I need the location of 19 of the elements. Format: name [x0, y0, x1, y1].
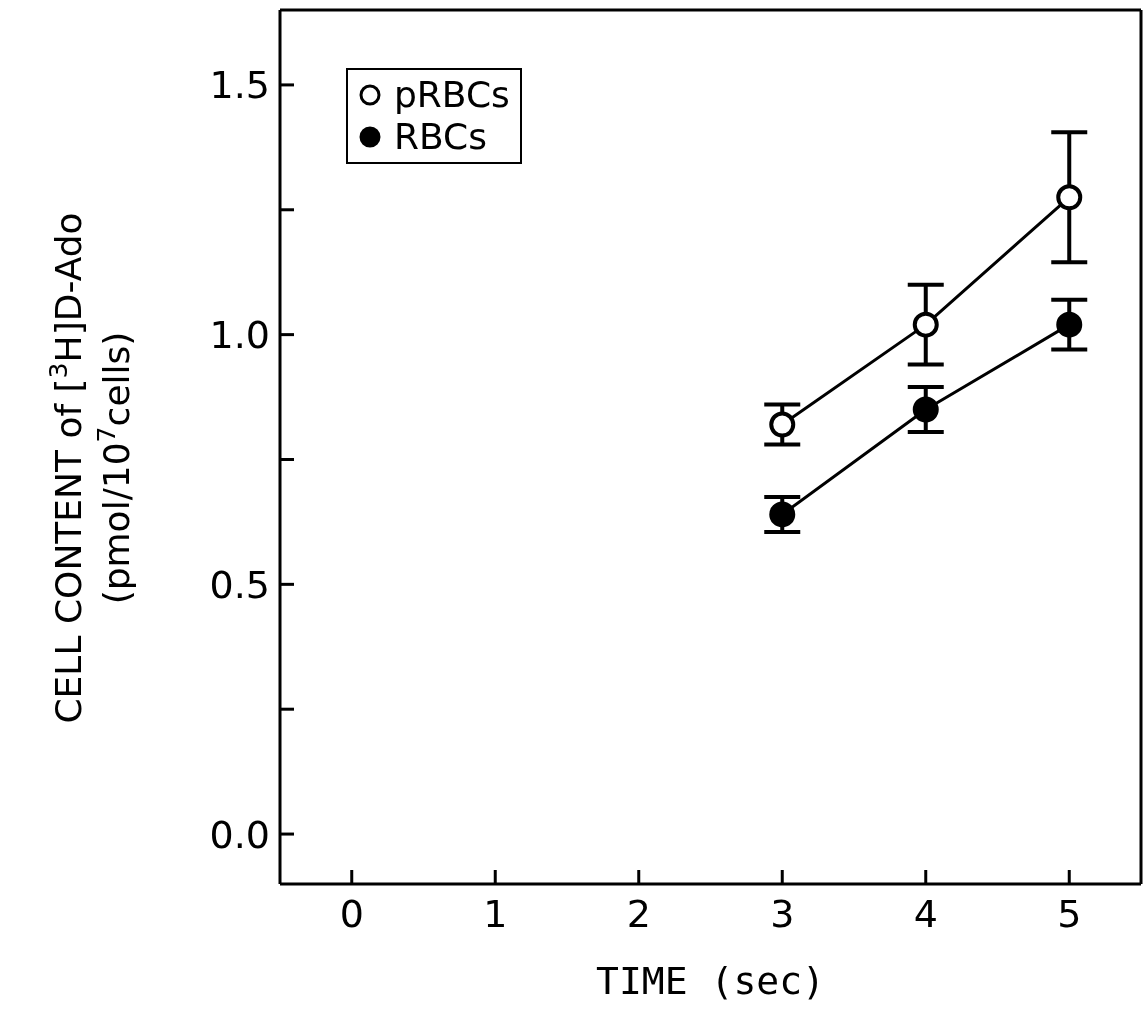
- x-tick-label: 5: [1057, 891, 1082, 936]
- legend-label: pRBCs: [394, 74, 510, 116]
- y-tick-label: 0.5: [209, 562, 270, 607]
- legend-label: RBCs: [394, 116, 487, 158]
- point: [1056, 184, 1083, 211]
- x-tick-label: 1: [483, 891, 508, 936]
- point: [912, 311, 939, 338]
- point: [769, 501, 796, 528]
- point: [769, 411, 796, 438]
- x-axis-title: TIME (sec): [596, 959, 825, 1003]
- y-tick-label: 1.0: [209, 313, 270, 358]
- x-tick-label: 4: [913, 891, 938, 936]
- y-tick-label: 1.5: [209, 63, 270, 108]
- y-tick-label: 0.0: [209, 812, 270, 857]
- x-tick-label: 3: [770, 891, 795, 936]
- x-tick-label: 2: [626, 891, 651, 936]
- point: [1056, 311, 1083, 338]
- x-tick-label: 0: [339, 891, 364, 936]
- point: [912, 396, 939, 423]
